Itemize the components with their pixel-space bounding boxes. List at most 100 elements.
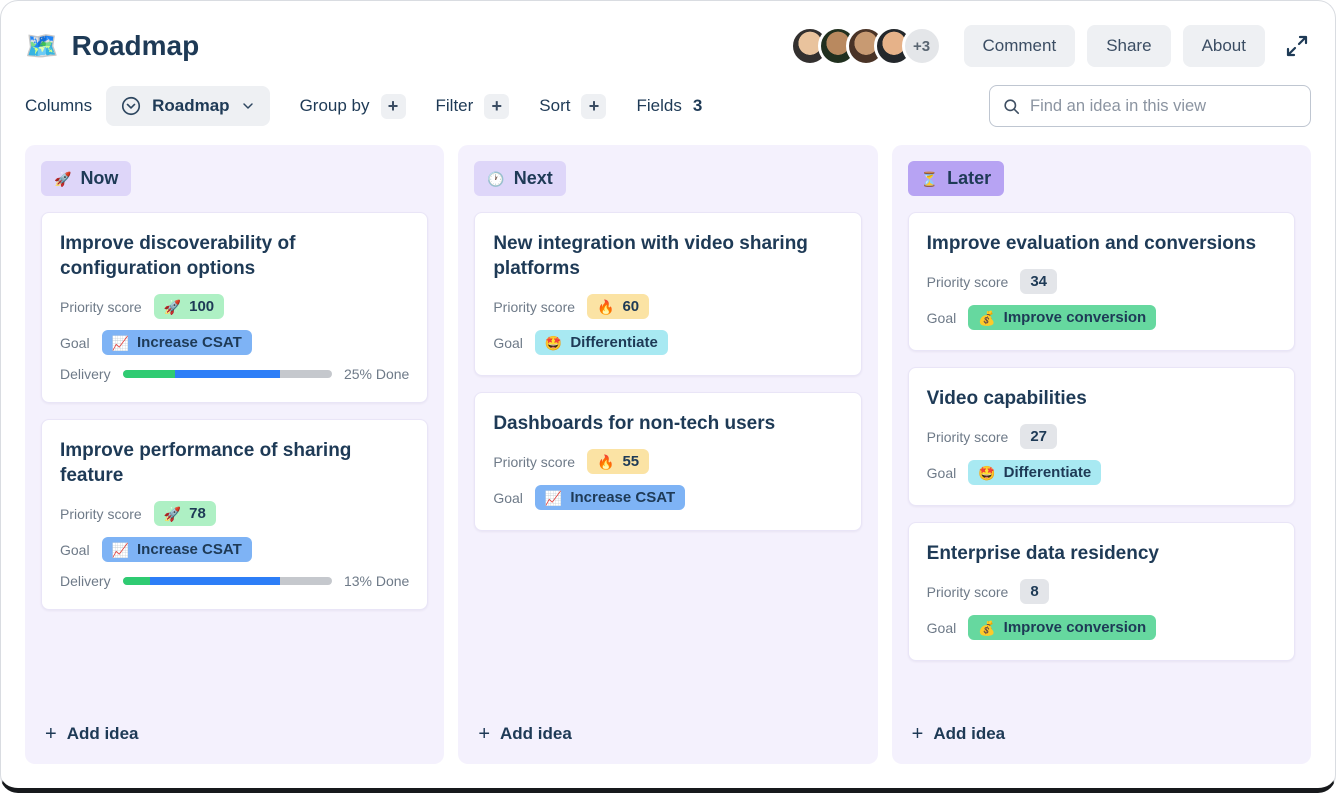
priority-value: 55 (622, 453, 640, 471)
goal-value: Increase CSAT (570, 489, 676, 507)
chart-increasing-icon: 📈 (111, 334, 130, 351)
delivery-done-text: 25% Done (343, 366, 410, 383)
goal-label: Goal (926, 309, 957, 326)
priority-value: 27 (1030, 428, 1048, 446)
add-idea-button[interactable]: + Add idea (41, 710, 428, 748)
column-header-next[interactable]: 🕐 Next (474, 161, 566, 196)
goal-label: Goal (493, 334, 523, 351)
share-button[interactable]: Share (1087, 25, 1171, 67)
add-idea-label: Add idea (500, 724, 572, 743)
avatar-overflow-count[interactable]: +3 (901, 26, 942, 66)
rocket-icon: 🚀 (163, 505, 182, 522)
goal-label: Goal (60, 334, 90, 351)
card-title: Enterprise data residency (926, 543, 1159, 565)
goal-badge: 📈 Increase CSAT (534, 485, 686, 511)
chart-increasing-icon: 📈 (544, 489, 563, 506)
comment-button[interactable]: Comment (963, 25, 1076, 67)
delivery-done-text: 13% Done (343, 573, 410, 590)
plus-icon: + (911, 723, 924, 745)
goal-value: Improve conversion (1003, 309, 1147, 327)
idea-card[interactable]: Improve performance of sharing feature P… (41, 419, 429, 611)
filter-control: Filter + (435, 93, 510, 119)
priority-value: 78 (189, 505, 206, 523)
add-idea-button[interactable]: + Add idea (908, 710, 1295, 748)
goal-value: Increase CSAT (137, 541, 242, 559)
priority-row: Priority score 27 (927, 424, 1276, 450)
add-idea-button[interactable]: + Add idea (474, 710, 861, 748)
card-title: Improve evaluation and conversions (926, 233, 1257, 254)
priority-row: Priority score 🚀 100 (60, 294, 409, 320)
priority-badge: 34 (1020, 269, 1058, 295)
priority-badge: 🚀 100 (153, 294, 225, 320)
goal-badge: 📈 Increase CSAT (101, 537, 252, 563)
priority-value: 8 (1030, 583, 1039, 601)
delivery-row: Delivery 13% Done (60, 573, 409, 589)
goal-value: Differentiate (1003, 464, 1092, 482)
idea-card[interactable]: Improve discoverability of configuration… (41, 212, 429, 404)
progress-in-progress-segment (174, 370, 280, 379)
idea-card[interactable]: Improve evaluation and conversions Prior… (907, 212, 1295, 352)
goal-label: Goal (926, 464, 957, 481)
fire-icon: 🔥 (597, 298, 615, 315)
fire-icon: 🔥 (597, 453, 615, 470)
plus-icon: + (45, 723, 57, 745)
view-selector-dropdown[interactable]: Roadmap (106, 86, 270, 126)
filter-add-button[interactable]: + (484, 93, 510, 119)
rocket-icon: 🚀 (163, 298, 182, 315)
avatar-group: +3 (789, 26, 942, 66)
fields-control[interactable]: Fields 3 (636, 96, 702, 116)
idea-card[interactable]: Dashboards for non-tech users Priority s… (474, 392, 862, 532)
expand-button[interactable] (1285, 34, 1309, 58)
card-list: New integration with video sharing platf… (474, 212, 862, 532)
group-by-add-button[interactable]: + (380, 93, 406, 119)
search-box (989, 85, 1311, 127)
priority-badge: 🔥 60 (587, 294, 650, 320)
delivery-progress-bar (122, 577, 332, 586)
goal-badge: 💰 Improve conversion (968, 615, 1157, 641)
column-header-now[interactable]: 🚀 Now (41, 161, 132, 196)
delivery-label: Delivery (60, 573, 111, 590)
progress-done-segment (122, 370, 175, 379)
column-label: Next (513, 168, 553, 188)
priority-label: Priority score (60, 505, 142, 522)
priority-row: Priority score 🔥 60 (493, 294, 842, 320)
goal-row: Goal 📈 Increase CSAT (60, 537, 409, 563)
idea-card[interactable]: Enterprise data residency Priority score… (907, 522, 1295, 662)
money-bag-icon: 💰 (978, 309, 996, 326)
plus-icon: + (478, 723, 491, 745)
board: 🚀 Now Improve discoverability of configu… (1, 145, 1335, 788)
column-next: 🕐 Next New integration with video sharin… (458, 145, 878, 764)
idea-card[interactable]: Video capabilities Priority score 27 Goa… (907, 367, 1295, 507)
column-header-later[interactable]: ⏳ Later (907, 161, 1005, 196)
goal-label: Goal (493, 489, 523, 506)
priority-badge: 27 (1020, 424, 1058, 450)
title-wrap: 🗺️ Roadmap (25, 30, 199, 62)
search-icon (1004, 98, 1020, 114)
sort-label: Sort (539, 96, 571, 115)
priority-badge: 8 (1020, 579, 1049, 605)
card-title: Dashboards for non-tech users (493, 413, 776, 435)
money-bag-icon: 💰 (978, 619, 996, 636)
goal-value: Improve conversion (1003, 619, 1147, 637)
about-button[interactable]: About (1182, 25, 1265, 67)
filter-label: Filter (435, 96, 474, 115)
clock-icon: 🕐 (487, 170, 505, 187)
sort-add-button[interactable]: + (581, 93, 607, 119)
header-actions: +3 Comment Share About (789, 25, 1310, 67)
card-title: Improve discoverability of configuration… (60, 233, 296, 280)
priority-row: Priority score 34 (927, 269, 1276, 295)
priority-label: Priority score (926, 583, 1009, 600)
view-type-icon (122, 96, 141, 116)
card-list: Improve discoverability of configuration… (41, 212, 429, 611)
goal-row: Goal 🤩 Differentiate (926, 460, 1276, 486)
goal-badge: 🤩 Differentiate (968, 460, 1102, 486)
goal-label: Goal (926, 619, 957, 636)
delivery-row: Delivery 25% Done (60, 366, 409, 382)
search-input[interactable] (1030, 96, 1298, 116)
priority-row: Priority score 🔥 55 (493, 449, 842, 475)
goal-badge: 🤩 Differentiate (534, 330, 668, 356)
delivery-label: Delivery (60, 366, 111, 383)
card-title: Video capabilities (926, 388, 1087, 410)
idea-card[interactable]: New integration with video sharing platf… (474, 212, 862, 377)
